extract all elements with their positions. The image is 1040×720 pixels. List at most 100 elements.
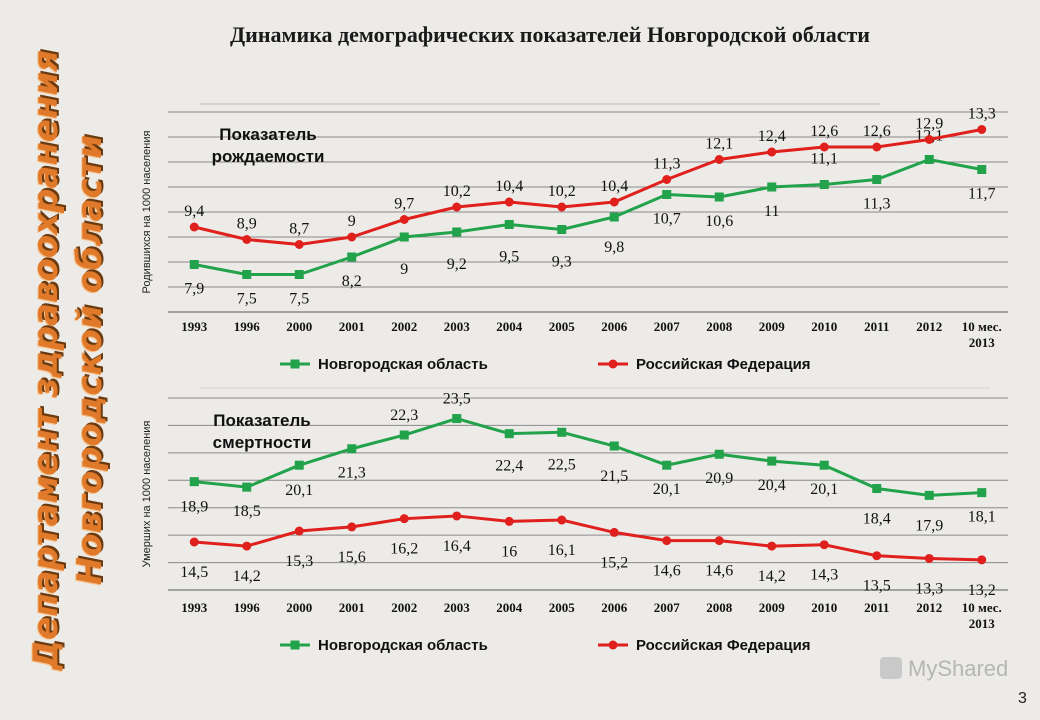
x-tick-label: 2009: [759, 600, 786, 615]
data-label: 9,7: [394, 196, 414, 213]
data-point-marker: [294, 460, 304, 470]
x-tick-label: 2004: [496, 319, 523, 334]
data-label: 9,3: [552, 254, 572, 271]
data-point-marker: [189, 477, 199, 487]
data-label: 12,9: [915, 116, 943, 133]
data-label: 8,2: [342, 273, 362, 290]
y-axis-title: Родившихся на 1000 населения: [141, 130, 153, 293]
data-label: 14,6: [705, 563, 733, 580]
y-axis-title: Умерших на 1000 населения: [141, 421, 153, 568]
data-label: 9,2: [447, 256, 467, 273]
data-point-marker: [557, 225, 567, 234]
x-tick-label: 2000: [286, 319, 312, 334]
data-label: 18,5: [233, 503, 261, 520]
data-label: 22,5: [548, 456, 576, 473]
watermark-text: MyShared: [908, 656, 1009, 681]
x-tick-label-line: 10 мес.: [962, 600, 1002, 615]
legend-marker: [608, 640, 618, 650]
data-label: 9: [400, 261, 408, 278]
x-tick-label: 2009: [759, 319, 786, 334]
x-tick-label: 2012: [916, 600, 942, 615]
data-point-marker: [924, 553, 934, 563]
x-tick-label: 1996: [234, 319, 261, 334]
x-tick-label: 2003: [444, 600, 471, 615]
x-tick-label: 2007: [654, 319, 681, 334]
data-point-marker: [767, 456, 777, 466]
data-point-marker: [872, 551, 882, 561]
data-point-marker: [767, 182, 777, 192]
panel-label-line: Показатель: [219, 125, 316, 144]
data-label: 12,1: [705, 136, 733, 153]
data-point-marker: [347, 522, 357, 532]
data-label: 14,6: [653, 563, 681, 580]
data-point-marker: [609, 441, 619, 451]
data-point-marker: [504, 197, 514, 207]
data-label: 20,9: [705, 470, 733, 487]
series-line: [194, 514, 982, 562]
legend-label: Российская Федерация: [636, 637, 811, 654]
data-label: 8,7: [289, 221, 309, 238]
x-tick-label: 2006: [601, 600, 628, 615]
x-tick-label-line: 2013: [969, 616, 996, 631]
panel-label: Показатель смертности: [213, 411, 312, 452]
data-label: 12,4: [758, 128, 786, 145]
x-tick-label: 2011: [864, 319, 889, 334]
data-point-marker: [609, 212, 619, 222]
data-label: 9: [348, 213, 356, 230]
data-label: 20,4: [758, 477, 786, 494]
data-point-marker: [294, 270, 304, 279]
data-label: 15,2: [600, 554, 628, 571]
x-tick-label: 2008: [706, 319, 733, 334]
data-label: 16: [501, 543, 517, 560]
data-point-marker: [294, 240, 304, 249]
data-point-marker: [347, 252, 357, 262]
panel-label: Показатель рождаемости: [212, 125, 325, 166]
data-label: 13,5: [863, 578, 891, 595]
x-tick-label: 2002: [391, 319, 417, 334]
data-point-marker: [609, 197, 619, 207]
x-tick-label: 2001: [339, 600, 365, 615]
data-point-marker: [242, 270, 252, 279]
watermark: MyShared: [880, 656, 1008, 682]
data-point-marker: [819, 142, 829, 152]
x-tick-label-line: 10 мес.: [962, 319, 1002, 334]
data-label: 15,6: [338, 549, 366, 566]
data-point-marker: [662, 190, 672, 199]
page-title: Динамика демографических показателей Нов…: [230, 22, 870, 47]
x-tick-label: 2006: [601, 319, 628, 334]
data-label: 11,3: [863, 196, 890, 213]
data-point-marker: [977, 555, 987, 565]
data-point-marker: [452, 511, 462, 521]
data-point-marker: [504, 220, 514, 229]
data-label: 7,5: [237, 291, 257, 308]
data-point-marker: [504, 516, 514, 526]
data-label: 10,4: [600, 178, 628, 195]
x-tick-label-line: 2013: [969, 335, 996, 350]
data-point-marker: [924, 490, 934, 500]
panel-label-line: рождаемости: [212, 147, 325, 166]
data-label: 11,1: [811, 151, 838, 168]
data-label: 10,4: [495, 178, 523, 195]
data-label: 14,3: [810, 567, 838, 584]
data-point-marker: [819, 540, 829, 550]
data-point-marker: [819, 460, 829, 470]
x-tick-label: 2012: [916, 319, 942, 334]
x-tick-label: 10 мес. 2013: [962, 600, 1002, 631]
legend-label: Российская Федерация: [636, 356, 811, 373]
data-point-marker: [609, 527, 619, 537]
data-point-marker: [714, 192, 724, 202]
data-point-marker: [452, 227, 462, 237]
data-label: 12,6: [810, 123, 838, 140]
data-point-marker: [872, 484, 882, 494]
x-tick-label: 2000: [286, 600, 312, 615]
data-point-marker: [189, 537, 199, 547]
data-point-marker: [347, 232, 357, 242]
page-number: 3: [1018, 690, 1027, 707]
data-point-marker: [294, 526, 304, 536]
series-line: [194, 417, 982, 497]
x-tick-label: 2004: [496, 600, 523, 615]
data-label: 21,3: [338, 465, 366, 482]
data-label: 11,3: [653, 156, 680, 173]
x-tick-label: 2001: [339, 319, 365, 334]
x-tick-label: 2010: [811, 319, 837, 334]
